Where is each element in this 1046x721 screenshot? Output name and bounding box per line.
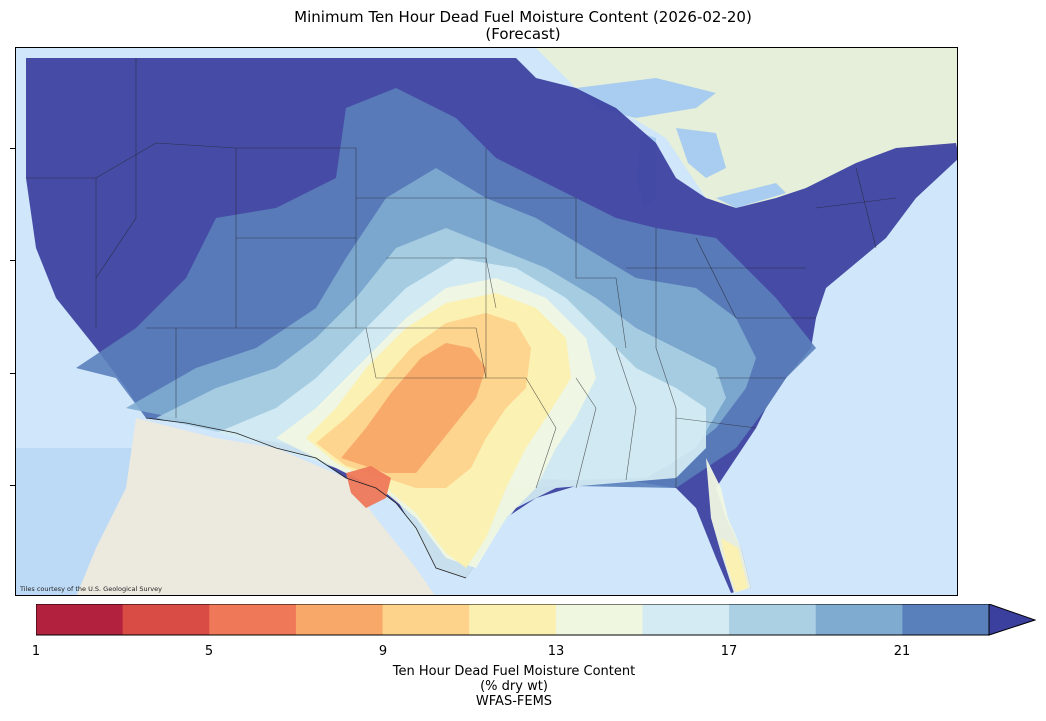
colorbar-segment [729, 604, 817, 635]
state-boundaries [26, 58, 897, 489]
colorbar-tick-label: 17 [720, 644, 738, 659]
colorbar-segment [642, 604, 730, 635]
moisture-zone-5 [346, 466, 391, 508]
lake-huron [676, 128, 726, 178]
us-mexico-border [145, 417, 467, 579]
colorbar-extend-arrow [988, 604, 1036, 636]
map-panel[interactable]: Tiles courtesy of the U.S. Geological Su… [15, 47, 958, 596]
y-tick-mark [10, 148, 15, 149]
map-title: Minimum Ten Hour Dead Fuel Moisture Cont… [294, 8, 752, 26]
colorbar-segment [815, 604, 903, 635]
moisture-zone-7 [341, 343, 486, 473]
colorbar-segment [295, 604, 384, 635]
colorbar-tick-label: 13 [547, 644, 565, 659]
lake-erie [716, 183, 786, 208]
y-tick-mark [10, 373, 15, 374]
colorbar-segment [122, 604, 210, 635]
colorbar-segment [902, 604, 990, 635]
mexico-land [76, 418, 435, 595]
colorbar-tick-label: 9 [378, 644, 388, 659]
colorbar-segment [36, 604, 124, 635]
florida-dry-zone [721, 538, 748, 592]
fuel-moisture-map [16, 48, 957, 595]
data-source: WFAS-FEMS [475, 694, 553, 709]
map-subtitle: (Forecast) [485, 25, 561, 43]
colorbar-tick-label: 1 [31, 644, 41, 659]
colorbar-segment [469, 604, 557, 635]
colorbar-tick-label: 5 [204, 644, 214, 659]
colorbar-tick-label: 21 [893, 644, 911, 659]
y-tick-mark [10, 485, 15, 486]
colorbar-units: (% dry wt) [480, 679, 548, 694]
tile-credit: Tiles courtesy of the U.S. Geological Su… [20, 585, 162, 593]
colorbar-segment [382, 604, 470, 635]
colorbar-segment [209, 604, 297, 635]
y-tick-mark [10, 260, 15, 261]
colorbar-segment [555, 604, 643, 635]
colorbar [36, 604, 1036, 636]
colorbar-label: Ten Hour Dead Fuel Moisture Content [392, 664, 636, 679]
